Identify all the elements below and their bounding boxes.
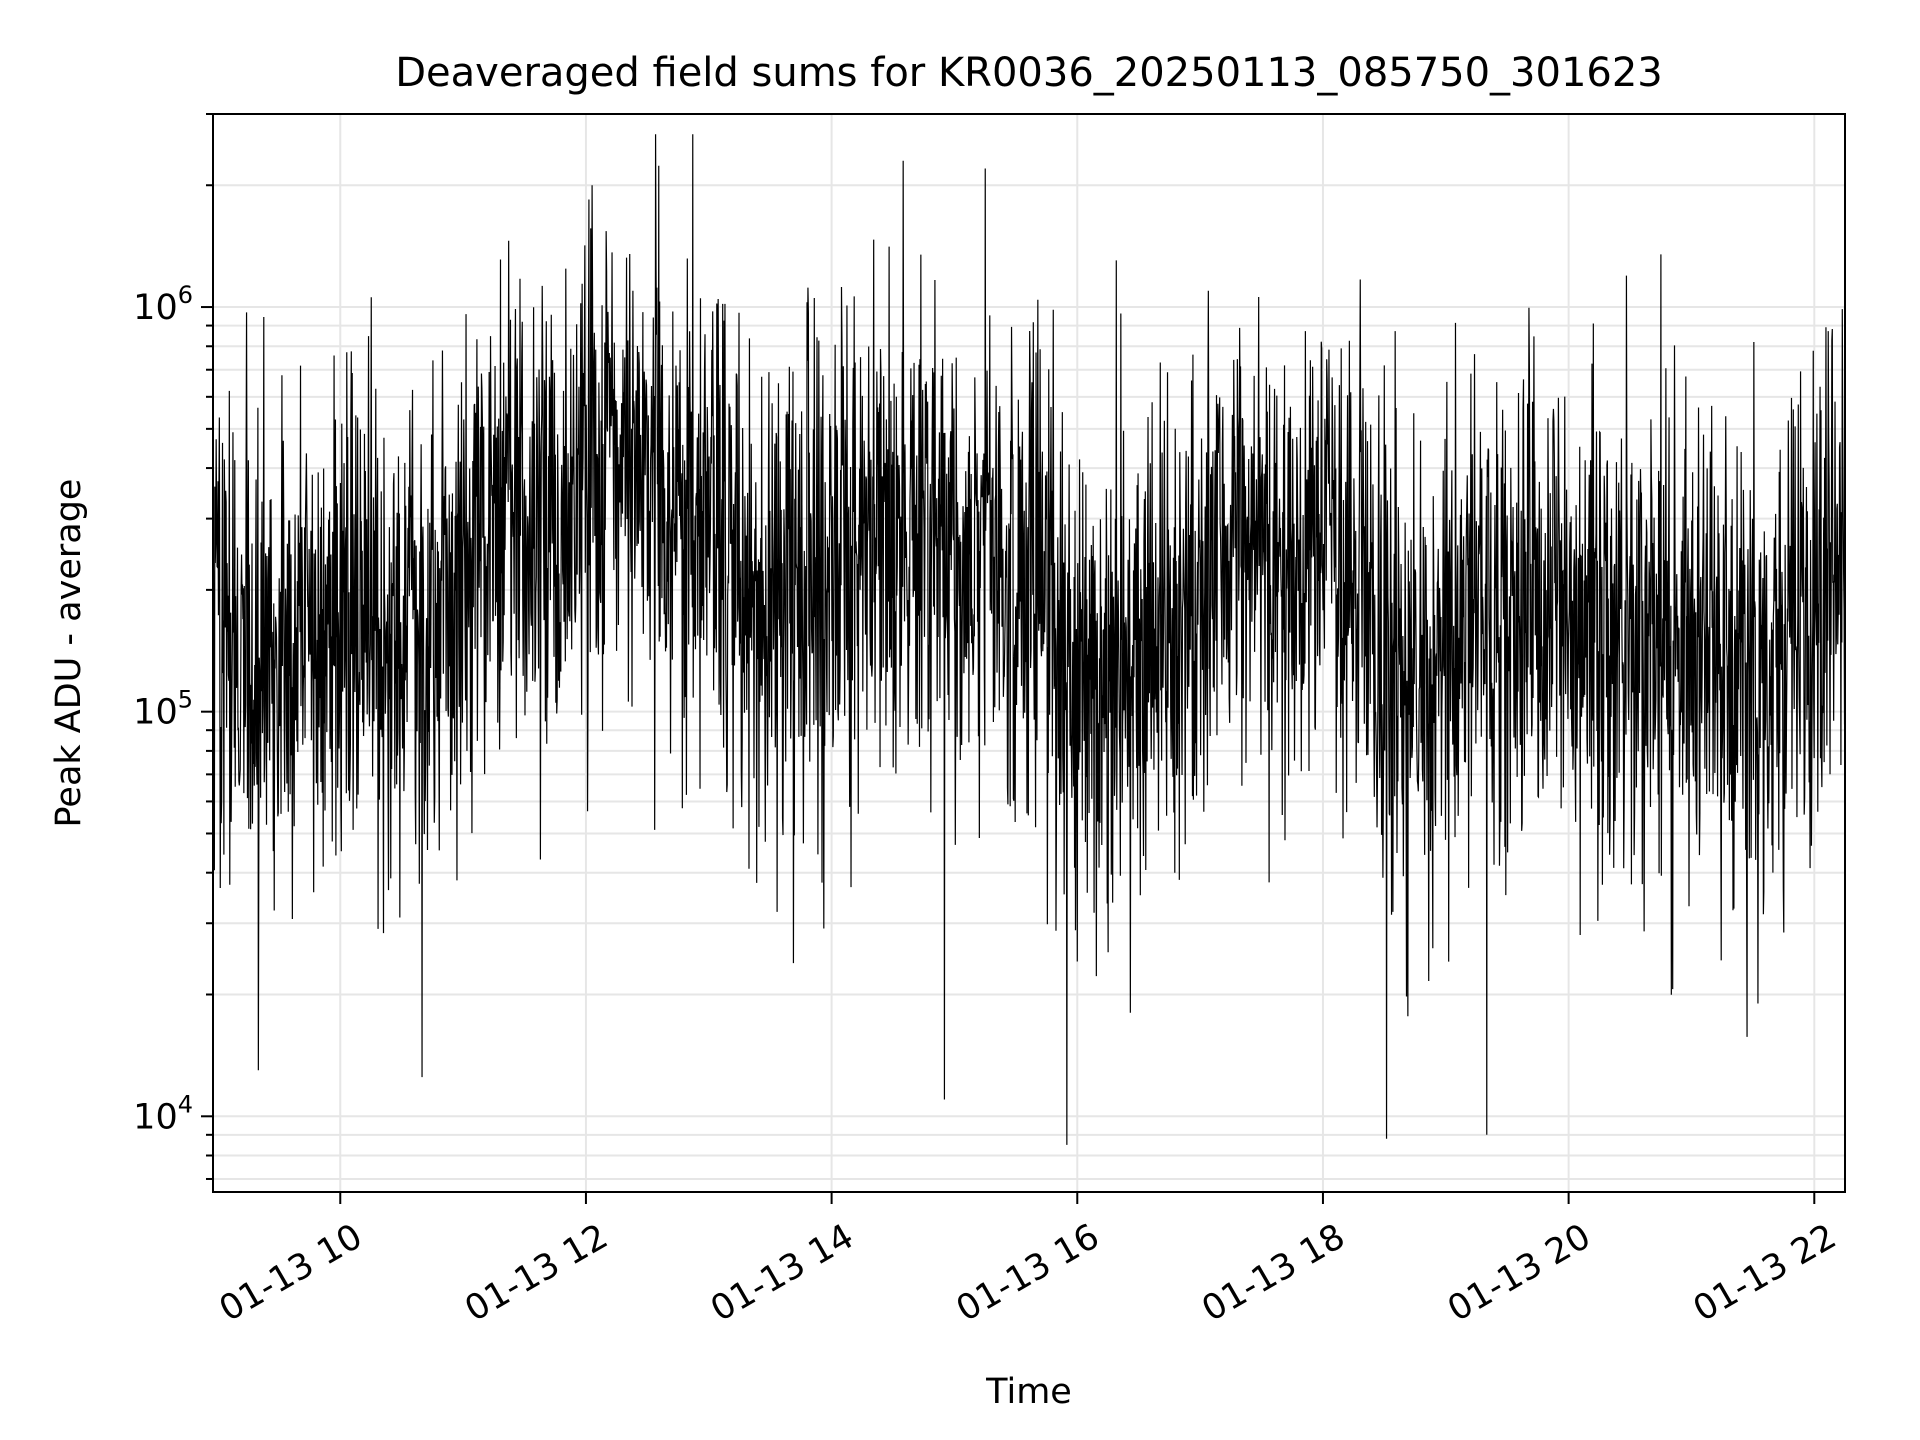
chart-title: Deaveraged field sums for KR0036_2025011…: [395, 50, 1663, 96]
x-tick-label: 01-13 10: [213, 1217, 369, 1330]
y-tick-base: 10: [133, 693, 178, 733]
x-tick-label: 01-13 18: [1196, 1217, 1352, 1330]
y-tick-label: 104: [133, 1090, 193, 1137]
x-tick-label: 01-13 14: [704, 1217, 860, 1330]
x-tick-label: 01-13 16: [950, 1217, 1106, 1330]
y-tick-label: 105: [133, 686, 193, 733]
x-tick-label: 01-13 22: [1687, 1217, 1843, 1330]
y-axis-label: Peak ADU - average: [49, 479, 89, 828]
y-tick-exponent: 4: [178, 1090, 193, 1118]
series-layer: [212, 134, 1846, 1145]
y-tick-exponent: 6: [178, 281, 193, 309]
x-tick-label: 01-13 12: [459, 1217, 615, 1330]
y-tick-base: 10: [133, 1097, 178, 1137]
x-tick-label: 01-13 20: [1441, 1217, 1597, 1330]
y-tick-exponent: 5: [178, 686, 193, 714]
series-line: [212, 134, 1846, 1145]
y-tick-base: 10: [133, 288, 178, 328]
x-axis-label: Time: [985, 1372, 1072, 1412]
y-tick-label: 106: [133, 281, 193, 328]
plot-frame: [212, 113, 1846, 1193]
